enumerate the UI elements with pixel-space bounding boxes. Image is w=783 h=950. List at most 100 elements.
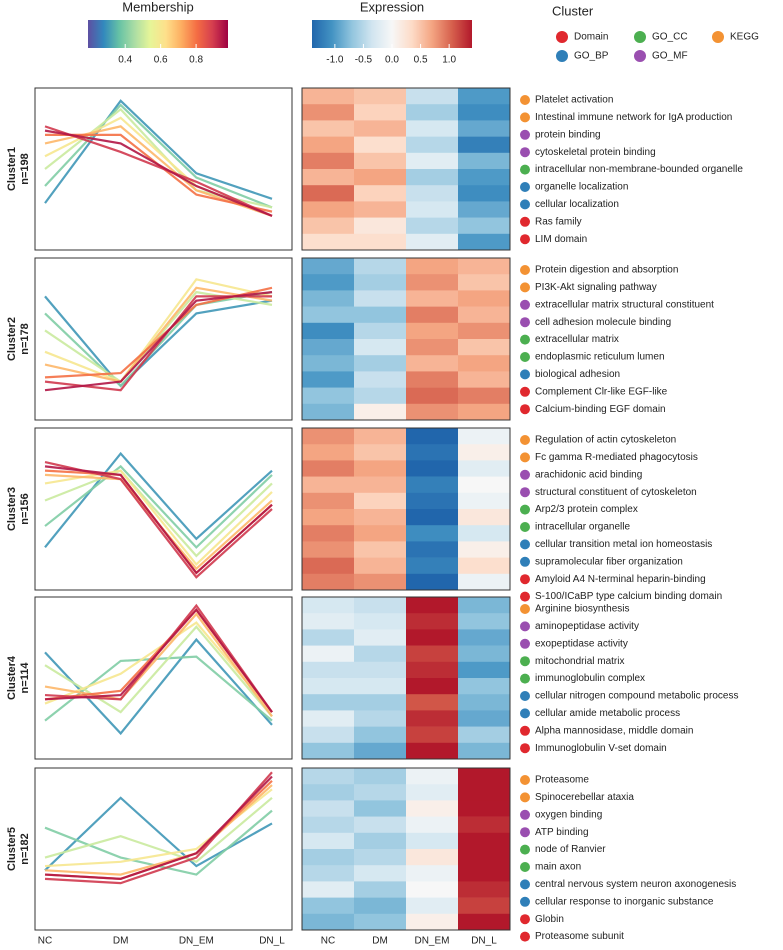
heatmap-cell [302,355,355,372]
heatmap-cell [458,201,511,218]
term-label: arachidonic acid binding [535,469,642,480]
profile-line [44,295,273,388]
heatmap-cell [406,355,459,372]
heatmap-cell [458,217,511,235]
heatmap-cell [458,816,511,834]
heatmap-cell [302,661,355,679]
heatmap-cell [354,541,407,558]
term-label: Ras family [535,216,582,227]
heatmap-cell [354,217,407,235]
heatmap-cell [354,816,407,834]
term-label: endoplasmic reticulum lumen [535,352,665,363]
profile-line [44,464,273,549]
legend-swatch [556,31,568,43]
term-label: cellular transition metal ion homeostasi… [535,539,712,550]
heatmap-cell [302,881,355,898]
heatmap-cell [354,169,407,186]
x-tick-label: NC [38,936,52,947]
term-label: cellular response to inorganic substance [535,896,714,907]
heatmap-cell [458,573,511,591]
colorbar-tick-label: -0.5 [355,55,373,66]
heatmap-cell [406,816,459,834]
heatmap-cell [406,444,459,461]
heatmap-frame [301,596,511,760]
heatmap-cell [406,492,459,510]
profile-line [44,612,273,718]
heatmap-cell [302,849,355,866]
term-dot [520,792,530,803]
heatmap-cell [354,710,407,727]
term-dot [520,352,530,362]
term-dot [520,182,530,192]
heatmap-cell [406,865,459,882]
term-label: supramolecular fiber organization [535,556,683,567]
heatmap-cell [302,136,355,154]
term-label: cellular localization [535,199,619,210]
heatmap-cell [354,881,407,898]
heatmap-cell [458,800,511,817]
term-dot [520,147,530,158]
heatmap-cell [406,645,459,663]
legend-swatch [634,31,646,43]
heatmap-cell [458,694,511,711]
heatmap-cell [302,201,355,218]
heatmap-cell [458,233,511,251]
heatmap-cell [458,306,511,324]
profile-line [44,465,273,575]
heatmap-cell [458,120,511,137]
term-dot [520,216,530,227]
heatmap-cell [458,881,511,898]
heatmap-cell [406,136,459,154]
term-dot [520,265,530,275]
profile-line [44,784,273,876]
heatmap-cell [406,428,459,445]
heatmap-cell [354,509,407,526]
heatmap-cell [354,258,407,275]
heatmap-cell [302,492,355,510]
heatmap-cell [458,768,511,785]
legend-swatch [712,31,724,43]
heatmap-cell [354,897,407,915]
term-label: ATP binding [535,827,589,838]
term-label: Platelet activation [535,95,613,106]
term-label: Proteasome subunit [535,931,624,942]
colorbar-tick-label: 0.4 [118,55,132,66]
heatmap-cell [406,742,459,760]
heatmap-cell [458,897,511,915]
heatmap-cell [302,88,355,105]
heatmap-cell [406,897,459,915]
heatmap-cell [302,768,355,785]
expression-colorbar [312,20,472,48]
heatmap-cell [406,169,459,186]
heatmap-cell [458,274,511,291]
colorbar-tick-label: 0.6 [154,55,168,66]
cluster-name: Cluster5 [6,827,18,871]
heatmap-cell [458,678,511,695]
heatmap-cell [458,645,511,663]
colorbar-tick-label: -1.0 [326,55,344,66]
term-dot [520,775,530,785]
profile-line [44,469,273,558]
heatmap-cell [302,913,355,931]
profile-panel [34,596,293,760]
heatmap-cell [302,306,355,324]
heatmap-cell [302,387,355,405]
heatmap-cell [302,217,355,235]
profile-line [44,797,273,864]
term-dot [520,234,530,245]
heatmap-cell [302,816,355,834]
heatmap-cell [406,541,459,558]
x-tick-label: DN_EM [179,936,214,947]
heatmap-cell [406,274,459,291]
heatmap-cell [458,525,511,542]
heatmap-cell [406,120,459,137]
colorbar-tick-label: 0.0 [385,55,399,66]
legend-label: GO_CC [652,32,688,43]
heatmap-cell [302,233,355,251]
term-label: LIM domain [535,234,587,245]
term-label: Immunoglobulin V-set domain [535,743,667,754]
heatmap-cell [458,557,511,575]
cluster-size: n=156 [19,493,31,525]
heatmap-cell [458,613,511,630]
heatmap-col-label: DN_EM [414,936,449,947]
